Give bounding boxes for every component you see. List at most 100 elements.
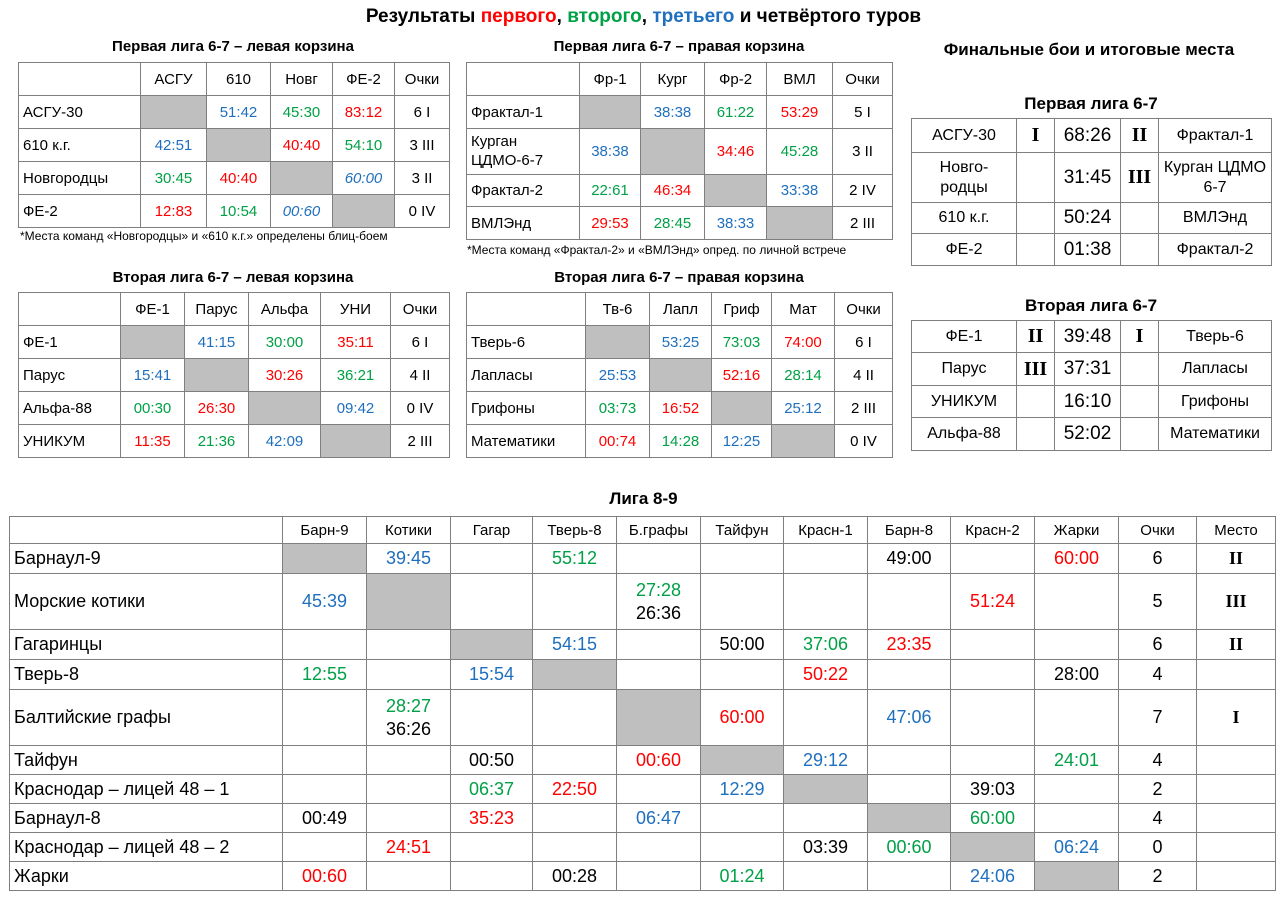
header-cell: Жарки: [1034, 516, 1119, 544]
score-cell: [1034, 689, 1119, 746]
score-cell: 53:25: [649, 325, 712, 359]
header-cell: Тв-6: [585, 292, 650, 326]
score-cell: [616, 659, 701, 690]
team-name: Гагаринцы: [9, 629, 283, 660]
self-cell: [332, 194, 395, 228]
score-cell: 54:15: [532, 629, 617, 660]
league2-left-table: ФЕ-1 Парус Альфа УНИ Очки ФЕ-1 41:15 30:…: [18, 292, 450, 458]
place-cell: III: [1120, 152, 1159, 203]
score-cell: 15:41: [120, 358, 185, 392]
score-cell: 15:54: [450, 659, 533, 690]
team-name: Новго-родцы: [911, 152, 1017, 203]
place-cell: [1120, 352, 1159, 386]
table-row: Барнаул-9 39:45 55:12 49:00 60:00 6 II: [9, 543, 1276, 574]
place-cell: [1016, 233, 1055, 266]
score-cell: 24:51: [366, 832, 451, 862]
score-cell: [783, 543, 868, 574]
place-cell: [1196, 832, 1276, 862]
score-cell: 00:30: [120, 391, 185, 425]
score-cell: [700, 659, 784, 690]
points-cell: 2 III: [832, 206, 893, 240]
header-cell: Котики: [366, 516, 451, 544]
score-cell: 83:12: [332, 95, 395, 129]
score-cell: 52:02: [1054, 417, 1121, 451]
table-row: Тайфун 00:50 00:60 29:12 24:01 4: [9, 745, 1276, 775]
team-name: Математики: [466, 424, 586, 458]
score-cell: [366, 774, 451, 804]
header-cell: Очки: [1118, 516, 1197, 544]
table-row: Новгородцы 30:45 40:40 60:00 3 II: [18, 161, 450, 195]
table-row: ФЕ-1 41:15 30:00 35:11 6 I: [18, 325, 450, 359]
points-cell: 4: [1118, 803, 1197, 833]
place-cell: [1196, 659, 1276, 690]
score-cell: 35:23: [450, 803, 533, 833]
points-cell: 2 III: [390, 424, 450, 458]
table-row: 610 к.г. 50:24 ВМЛЭнд: [911, 202, 1272, 234]
team-name: 610 к.г.: [18, 128, 141, 162]
score-cell: [1034, 573, 1119, 630]
header-cell: ВМЛ: [766, 62, 833, 96]
score-cell: [366, 745, 451, 775]
place-cell: [1016, 202, 1055, 234]
place-cell: [1016, 385, 1055, 418]
table-row: Грифоны 03:73 16:52 25:12 2 III: [466, 391, 893, 425]
score-cell: [532, 689, 617, 746]
table-row: Балтийские графы 28:27 36:26 60:00 47:06 …: [9, 689, 1276, 746]
score-cell: 28:45: [640, 206, 705, 240]
score-cell: [532, 573, 617, 630]
score-cell: 28:00: [1034, 659, 1119, 690]
score-cell: 39:03: [950, 774, 1035, 804]
table-row: УНИКУМ 11:35 21:36 42:09 2 III: [18, 424, 450, 458]
points-cell: 2 III: [834, 391, 893, 425]
place-cell: [1120, 417, 1159, 451]
page-title: Результаты первого, второго, третьего и …: [365, 6, 922, 27]
score-cell: [616, 543, 701, 574]
team-name: Краснодар – лицей 48 – 2: [9, 832, 283, 862]
score-cell: 25:12: [771, 391, 835, 425]
place-cell: III: [1196, 573, 1276, 630]
league2-left-title: Вторая лига 6-7 – левая корзина: [112, 269, 354, 286]
table-row: ФЕ-2 12:83 10:54 00:60 0 IV: [18, 194, 450, 228]
score-cell: 01:24: [700, 861, 784, 891]
header-cell: Очки: [390, 292, 450, 326]
score-cell: 41:15: [184, 325, 249, 359]
table-row: Гагаринцы 54:15 50:00 37:06 23:35 6 II: [9, 629, 1276, 660]
team-name: Барнаул-9: [9, 543, 283, 574]
table-row: Фрактал-1 38:38 61:22 53:29 5 I: [466, 95, 893, 129]
header-cell: Тайфун: [700, 516, 784, 544]
score-cell: [450, 573, 533, 630]
points-cell: 5 I: [832, 95, 893, 129]
place-cell: [1196, 745, 1276, 775]
team-name: Тверь-8: [9, 659, 283, 690]
points-cell: 0 IV: [390, 391, 450, 425]
points-cell: 2 IV: [832, 174, 893, 207]
team-name: ФЕ-1: [18, 325, 121, 359]
score-line: 28:27: [385, 696, 432, 716]
league1-left-title: Первая лига 6-7 – левая корзина: [112, 38, 354, 55]
points-cell: 6: [1118, 543, 1197, 574]
score-cell: 49:00: [867, 543, 951, 574]
score-cell: [700, 803, 784, 833]
score-cell: 12:55: [282, 659, 367, 690]
team-name: Фрактал-2: [466, 174, 580, 207]
score-cell: 10:54: [206, 194, 271, 228]
score-cell: [282, 689, 367, 746]
finals-title: Финальные бои и итоговые места: [943, 40, 1235, 59]
self-cell: [184, 358, 249, 392]
score-cell: 24:01: [1034, 745, 1119, 775]
score-cell: 60:00: [1034, 543, 1119, 574]
score-cell: 28:27 36:26: [366, 689, 451, 746]
self-cell: [140, 95, 207, 129]
self-cell: [616, 689, 701, 746]
points-cell: 6: [1118, 629, 1197, 660]
score-cell: 38:38: [579, 128, 641, 175]
table-row: Лапласы 25:53 52:16 28:14 4 II: [466, 358, 893, 392]
score-cell: [450, 832, 533, 862]
score-cell: [950, 659, 1035, 690]
score-cell: 36:21: [320, 358, 391, 392]
score-cell: 74:00: [771, 325, 835, 359]
league2-right-table: Тв-6 Лапл Гриф Мат Очки Тверь-6 53:25 73…: [466, 292, 893, 458]
score-cell: [450, 861, 533, 891]
score-cell: 27:28 26:36: [616, 573, 701, 630]
score-cell: 50:00: [700, 629, 784, 660]
